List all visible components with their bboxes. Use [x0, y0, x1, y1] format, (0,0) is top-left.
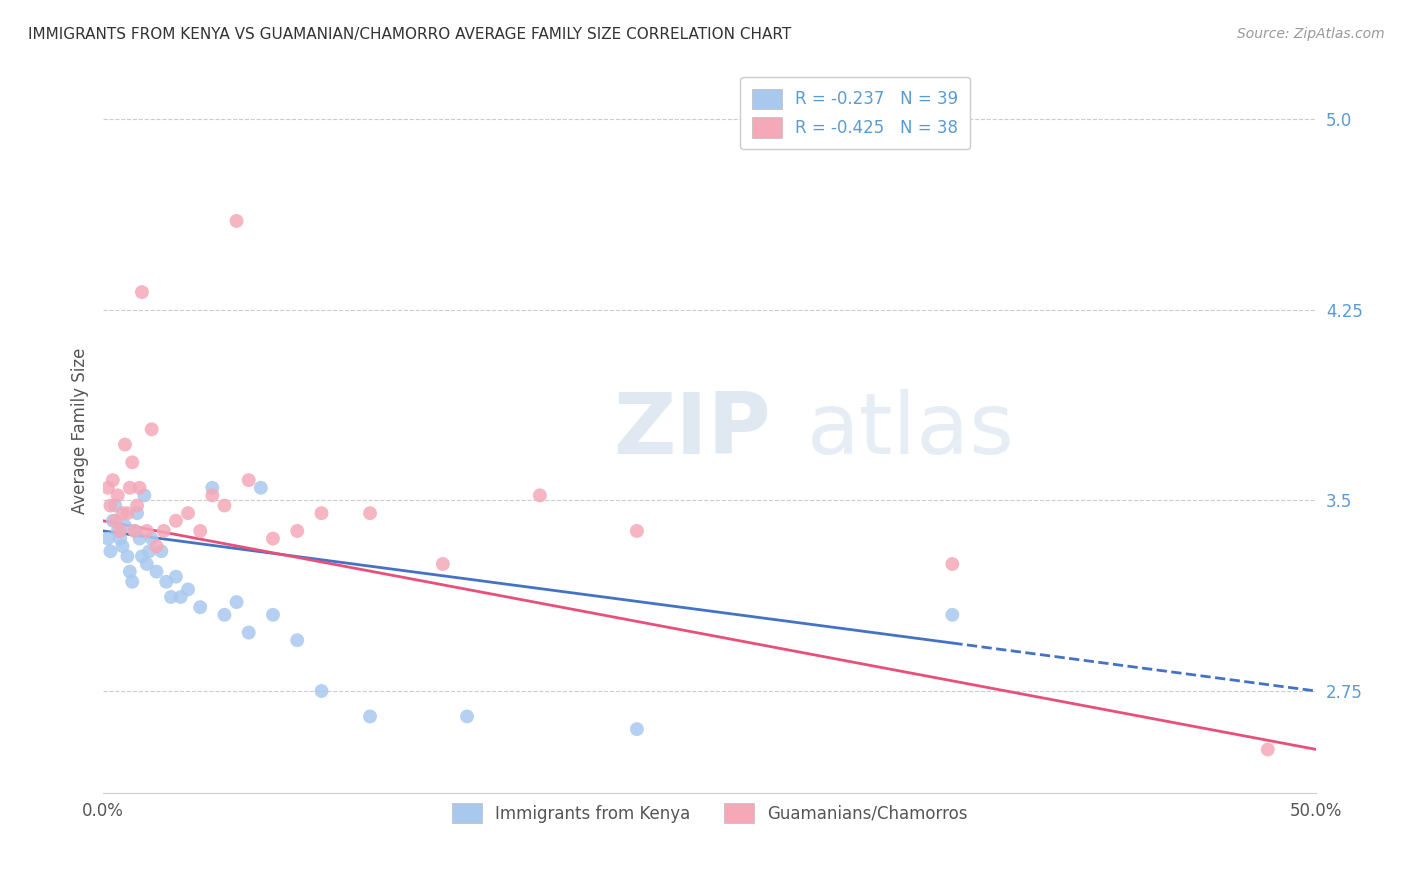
Point	[941, 607, 963, 622]
Point	[145, 539, 167, 553]
Point	[117, 506, 139, 520]
Point	[359, 709, 381, 723]
Point	[145, 565, 167, 579]
Point	[626, 722, 648, 736]
Point	[141, 422, 163, 436]
Point	[97, 481, 120, 495]
Point	[262, 532, 284, 546]
Point	[456, 709, 478, 723]
Point	[432, 557, 454, 571]
Text: Source: ZipAtlas.com: Source: ZipAtlas.com	[1237, 27, 1385, 41]
Point	[127, 506, 149, 520]
Point	[285, 524, 308, 538]
Point	[225, 214, 247, 228]
Point	[97, 532, 120, 546]
Point	[155, 574, 177, 589]
Point	[114, 437, 136, 451]
Point	[117, 549, 139, 564]
Point	[170, 590, 193, 604]
Point	[285, 633, 308, 648]
Point	[311, 684, 333, 698]
Text: ZIP: ZIP	[613, 389, 770, 472]
Point	[128, 481, 150, 495]
Point	[101, 473, 124, 487]
Point	[111, 506, 134, 520]
Point	[626, 524, 648, 538]
Point	[165, 570, 187, 584]
Point	[177, 506, 200, 520]
Point	[250, 481, 273, 495]
Point	[1257, 742, 1279, 756]
Point	[135, 524, 157, 538]
Point	[128, 532, 150, 546]
Point	[201, 481, 224, 495]
Point	[225, 595, 247, 609]
Point	[359, 506, 381, 520]
Text: atlas: atlas	[807, 389, 1015, 472]
Point	[135, 557, 157, 571]
Point	[188, 524, 211, 538]
Point	[100, 499, 122, 513]
Point	[108, 524, 131, 538]
Point	[134, 488, 156, 502]
Point	[108, 532, 131, 546]
Point	[107, 488, 129, 502]
Point	[104, 499, 127, 513]
Point	[138, 544, 160, 558]
Point	[124, 524, 146, 538]
Point	[141, 532, 163, 546]
Point	[127, 499, 149, 513]
Y-axis label: Average Family Size: Average Family Size	[72, 347, 89, 514]
Point	[121, 574, 143, 589]
Point	[150, 544, 173, 558]
Point	[101, 514, 124, 528]
Point	[131, 549, 153, 564]
Point	[262, 607, 284, 622]
Point	[529, 488, 551, 502]
Point	[214, 607, 236, 622]
Point	[131, 285, 153, 299]
Point	[118, 481, 141, 495]
Point	[114, 519, 136, 533]
Point	[100, 544, 122, 558]
Point	[941, 557, 963, 571]
Point	[121, 455, 143, 469]
Point	[152, 524, 174, 538]
Legend: Immigrants from Kenya, Guamanians/Chamorros: Immigrants from Kenya, Guamanians/Chamor…	[440, 791, 979, 835]
Point	[160, 590, 183, 604]
Point	[165, 514, 187, 528]
Point	[118, 565, 141, 579]
Text: IMMIGRANTS FROM KENYA VS GUAMANIAN/CHAMORRO AVERAGE FAMILY SIZE CORRELATION CHAR: IMMIGRANTS FROM KENYA VS GUAMANIAN/CHAMO…	[28, 27, 792, 42]
Point	[188, 600, 211, 615]
Point	[311, 506, 333, 520]
Point	[104, 514, 127, 528]
Point	[107, 524, 129, 538]
Point	[238, 473, 260, 487]
Point	[201, 488, 224, 502]
Point	[177, 582, 200, 597]
Point	[124, 524, 146, 538]
Point	[111, 539, 134, 553]
Point	[214, 499, 236, 513]
Point	[238, 625, 260, 640]
